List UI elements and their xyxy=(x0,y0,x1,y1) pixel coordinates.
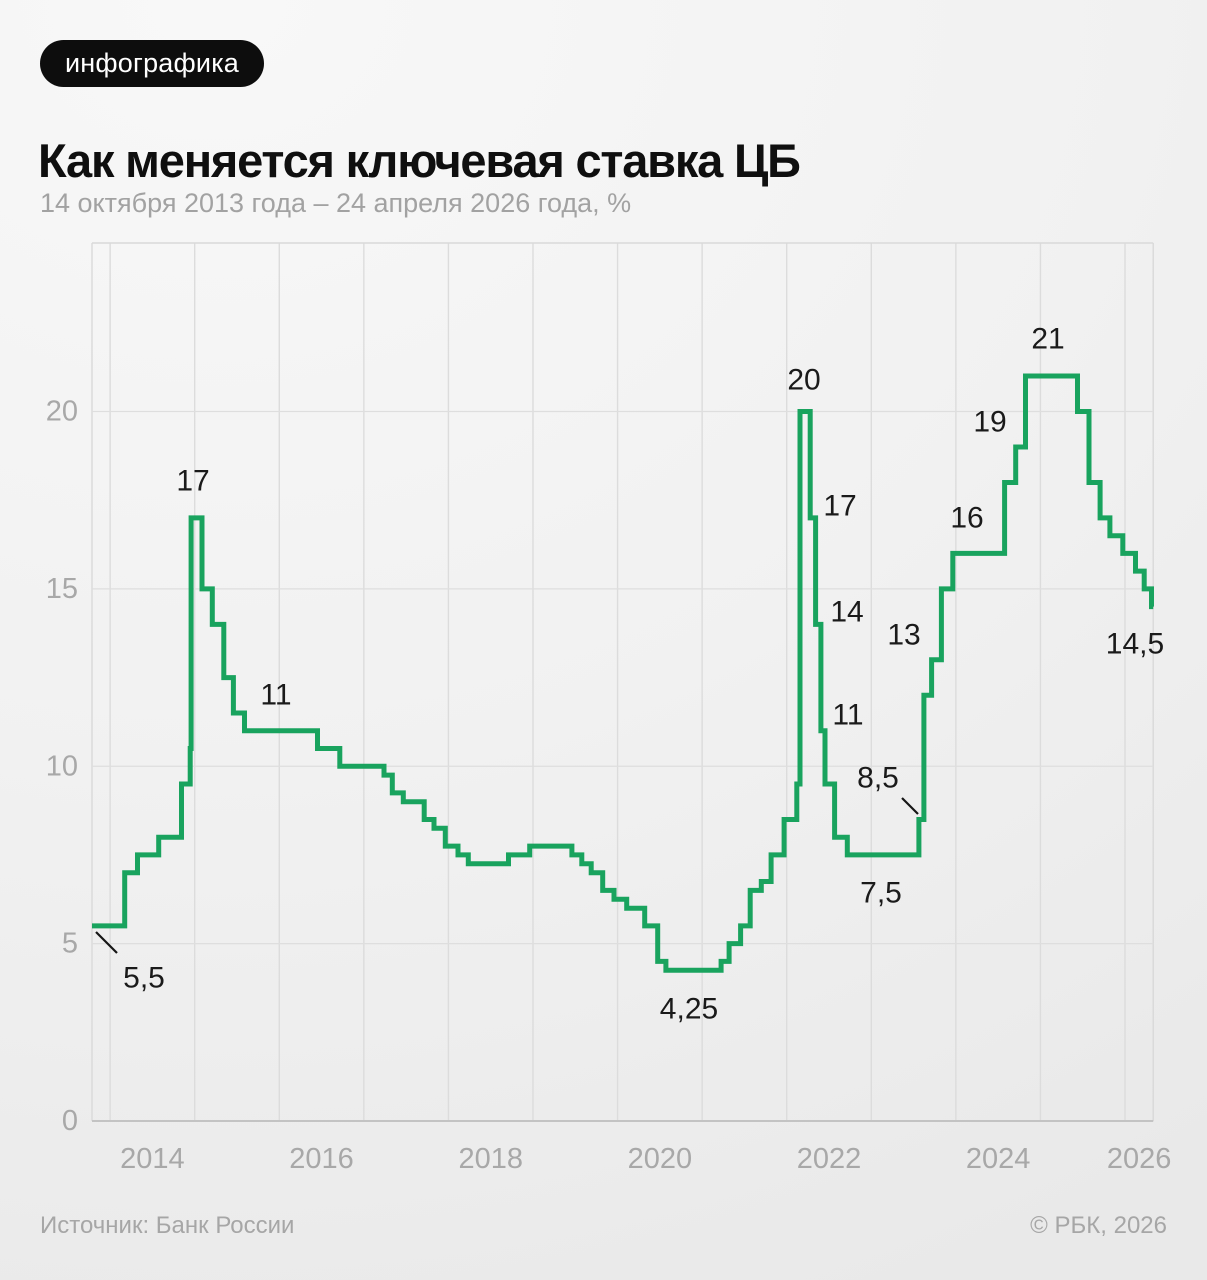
y-tick-label: 10 xyxy=(46,750,78,782)
x-tick-label: 2022 xyxy=(797,1143,862,1175)
x-tick-label: 2018 xyxy=(458,1143,523,1175)
rate-annotation-label: 19 xyxy=(973,406,1006,439)
rate-annotation-label: 20 xyxy=(787,364,820,397)
x-tick-label: 2024 xyxy=(966,1143,1031,1175)
rate-annotation-label: 4,25 xyxy=(660,993,718,1026)
rate-annotation-label: 14,5 xyxy=(1106,628,1164,661)
key-rate-line xyxy=(92,373,1154,973)
rate-annotation-label: 17 xyxy=(823,490,856,523)
rate-annotation-label: 16 xyxy=(950,502,983,535)
infographic-badge: инфографика xyxy=(40,40,265,87)
rate-annotation-label: 5,5 xyxy=(123,962,165,995)
rate-annotation-label: 8,5 xyxy=(857,762,899,795)
rate-annotation-label: 21 xyxy=(1031,323,1064,356)
y-tick-label: 20 xyxy=(46,396,78,428)
x-tick-label: 2016 xyxy=(289,1143,354,1175)
x-tick-label: 2026 xyxy=(1107,1143,1172,1175)
rate-annotation-label: 7,5 xyxy=(860,877,902,910)
y-tick-label: 5 xyxy=(62,928,78,960)
rate-annotation-label: 11 xyxy=(260,679,291,712)
rate-annotation-label: 11 xyxy=(832,699,863,732)
x-tick-label: 2014 xyxy=(120,1143,185,1175)
rate-annotation-label: 14 xyxy=(830,596,863,629)
rate-annotation-label: 17 xyxy=(176,465,209,498)
annotation-leader-line xyxy=(901,797,919,815)
copyright-label: © РБК, 2026 xyxy=(1030,1212,1167,1239)
annotation-leader-line xyxy=(95,931,118,954)
source-attribution: Источник: Банк России xyxy=(40,1212,295,1239)
y-tick-label: 0 xyxy=(62,1105,78,1137)
chart-date-range-subtitle: 14 октября 2013 года – 24 апреля 2026 го… xyxy=(40,188,632,218)
y-tick-label: 15 xyxy=(46,573,78,605)
x-tick-label: 2020 xyxy=(628,1143,693,1175)
page-title: Как меняется ключевая ставка ЦБ xyxy=(38,134,801,188)
rate-annotation-label: 13 xyxy=(887,619,920,652)
